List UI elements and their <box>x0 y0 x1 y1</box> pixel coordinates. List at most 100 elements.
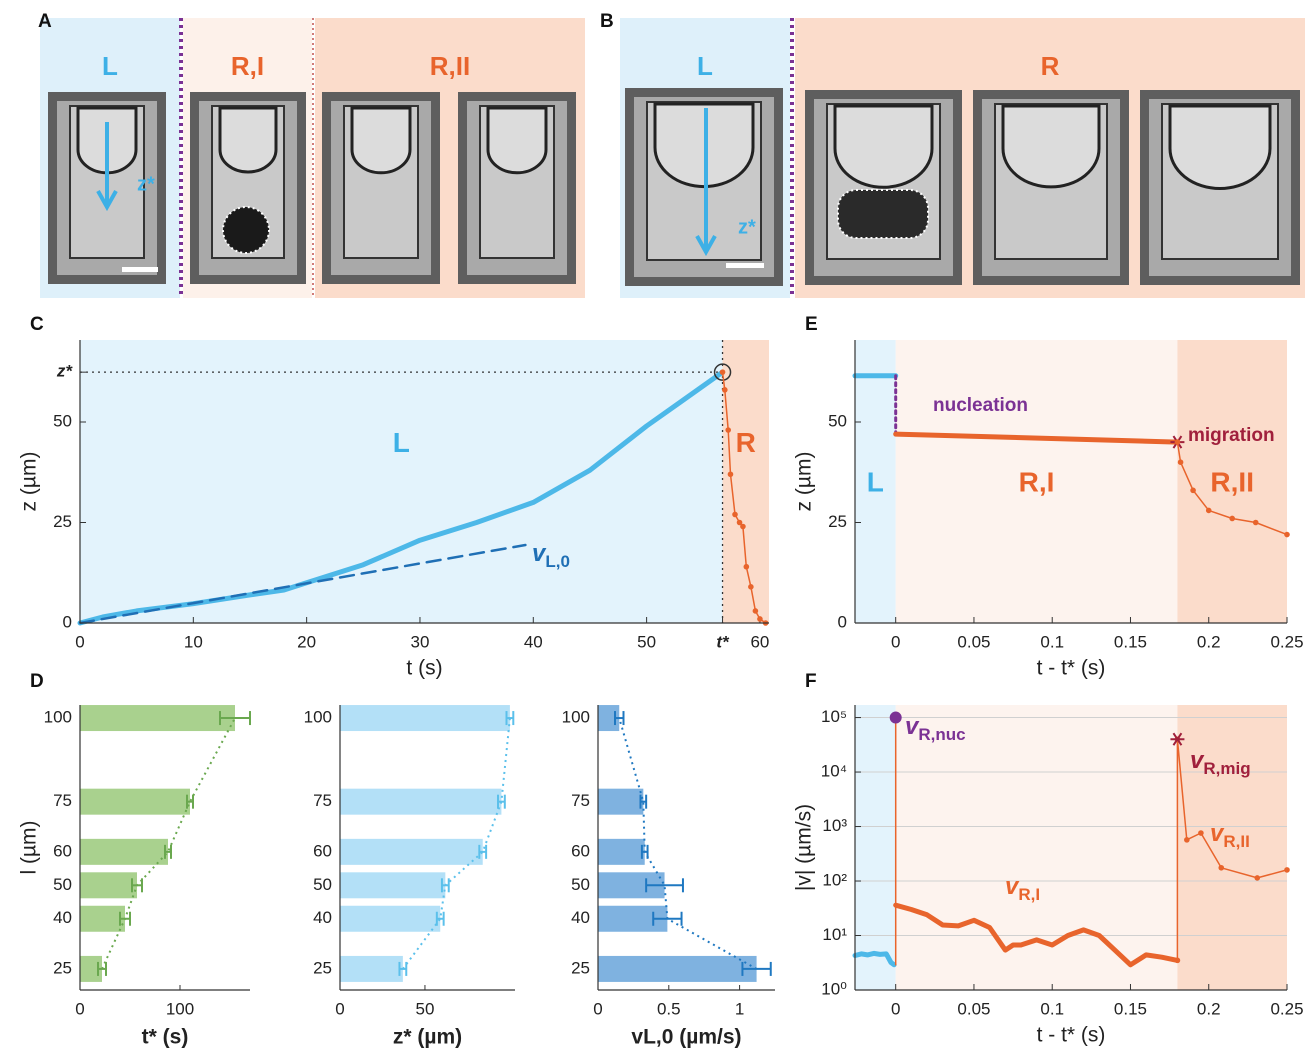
point <box>725 427 731 433</box>
x-tick-label: 0.25 <box>1270 999 1303 1018</box>
point <box>740 524 746 530</box>
y-tick-label: 40 <box>571 908 590 927</box>
x-tick-label: 0 <box>335 999 344 1018</box>
region <box>80 340 723 623</box>
bar <box>598 956 757 982</box>
y-tick-label: 25 <box>828 512 847 531</box>
annotation-sub: R,nuc <box>918 725 965 744</box>
y-tick-label: 60 <box>313 841 332 860</box>
y-tick-label: z* <box>56 362 74 381</box>
x-axis-label: t - t* (s) <box>1037 657 1106 680</box>
region-label: R <box>1041 51 1060 81</box>
scale-bar <box>726 263 764 268</box>
y-tick-label: 50 <box>53 875 72 894</box>
y-tick-label: 25 <box>313 958 332 977</box>
bar <box>340 789 501 815</box>
x-tick-label: 0.05 <box>957 999 990 1018</box>
panel-label: B <box>600 11 614 32</box>
y-tick-label: 40 <box>53 908 72 927</box>
x-tick-label: 50 <box>637 632 656 651</box>
point <box>722 387 728 393</box>
point <box>1253 520 1259 526</box>
x-axis-label: t* (s) <box>142 1026 189 1049</box>
y-tick-label: 10¹ <box>822 925 847 944</box>
x-tick-label: 0.25 <box>1270 632 1303 651</box>
y-tick-label: 60 <box>53 841 72 860</box>
region-label: R,II <box>430 51 470 81</box>
point <box>753 608 759 614</box>
x-tick-label: 0.15 <box>1114 999 1147 1018</box>
bar <box>340 906 440 932</box>
x-tick-label: 1 <box>735 999 744 1018</box>
y-tick-label: 0 <box>838 612 847 631</box>
point <box>732 512 738 518</box>
annotation-sub: R,mig <box>1203 759 1250 778</box>
y-tick-label: 50 <box>571 875 590 894</box>
point <box>1190 488 1196 494</box>
x-tick-label: 0.5 <box>657 999 681 1018</box>
figure: ↓ LR,IR,IIz*ALRz*BLR02550z*01020304050t*… <box>0 0 1309 1055</box>
region <box>896 705 1178 990</box>
point <box>1178 459 1184 465</box>
y-tick-label: 60 <box>571 841 590 860</box>
scale-bar <box>122 267 158 272</box>
x-axis-label: z* (µm) <box>393 1026 462 1049</box>
x-tick-label: 0.2 <box>1197 999 1221 1018</box>
panel-label: D <box>30 671 44 692</box>
y-tick-label: 100 <box>562 708 590 727</box>
bar <box>80 906 125 932</box>
point <box>744 564 750 570</box>
y-tick-label: 25 <box>53 958 72 977</box>
x-tick-label: 60 <box>750 632 769 651</box>
region-label: L <box>867 467 884 498</box>
micrograph-meniscus <box>1170 106 1270 189</box>
crystal-outline <box>838 190 928 238</box>
annotation-text: migration <box>1188 425 1275 446</box>
x-tick-label: 10 <box>184 632 203 651</box>
point <box>1218 865 1224 871</box>
bar <box>80 872 137 898</box>
y-tick-label: 100 <box>304 708 332 727</box>
point <box>1229 516 1235 522</box>
bar <box>80 839 168 865</box>
y-axis-label: z (µm) <box>18 452 41 512</box>
region-label: R <box>736 427 756 458</box>
point <box>1175 439 1181 445</box>
micrograph-meniscus <box>352 108 410 173</box>
y-tick-label: 100 <box>44 708 72 727</box>
region-label: R,I <box>231 51 264 81</box>
x-tick-label: 0 <box>75 999 84 1018</box>
micrograph-meniscus <box>1003 106 1099 187</box>
y-tick-label: 40 <box>313 908 332 927</box>
droplet-outline <box>223 207 269 253</box>
point <box>728 471 734 477</box>
x-tick-label: 0.1 <box>1040 999 1064 1018</box>
bar <box>340 705 510 731</box>
region-label: L <box>102 51 118 81</box>
micrograph-meniscus <box>835 106 932 187</box>
y-tick-label: 10⁵ <box>821 707 847 726</box>
x-axis-label: t (s) <box>406 657 442 680</box>
x-axis-label: vL,0 (µm/s) <box>631 1026 741 1049</box>
y-axis-label: l (µm) <box>18 820 41 874</box>
panel-label: F <box>805 671 817 692</box>
x-tick-label: 40 <box>524 632 543 651</box>
point <box>1254 875 1260 881</box>
region <box>723 340 769 623</box>
y-tick-label: 50 <box>828 411 847 430</box>
y-axis-label: |v| (µm/s) <box>793 804 816 891</box>
bar <box>598 839 645 865</box>
x-tick-label: t* <box>716 632 730 651</box>
x-tick-label: 100 <box>166 999 194 1018</box>
x-tick-label: 50 <box>415 999 434 1018</box>
bar <box>80 705 235 731</box>
y-tick-label: 25 <box>571 958 590 977</box>
point <box>1284 867 1290 873</box>
point <box>757 616 763 622</box>
bar <box>340 956 403 982</box>
annotation-sub: R,I <box>1018 885 1040 904</box>
y-tick-label: 10³ <box>822 816 847 835</box>
region-label: R,II <box>1210 467 1254 498</box>
y-tick-label: 10² <box>822 871 847 890</box>
point <box>1175 958 1181 964</box>
